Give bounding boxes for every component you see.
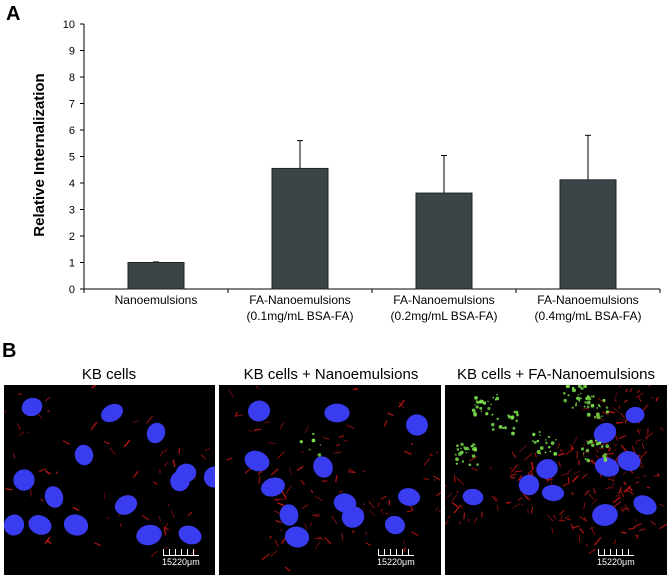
nucleus: [518, 474, 540, 496]
nanoemulsion-particles: [299, 432, 322, 457]
membrane-stain: [226, 385, 441, 572]
nucleus: [136, 524, 162, 546]
category-label: (0.2mg/mL BSA-FA): [391, 309, 498, 323]
category-label: FA-Nanoemulsions: [393, 293, 494, 307]
bar: [559, 179, 617, 290]
nucleus: [175, 463, 197, 483]
nucleus: [63, 514, 89, 536]
y-tick-label: 8: [69, 72, 75, 84]
y-tick-label: 2: [69, 231, 75, 243]
nucleus: [244, 450, 270, 472]
bars: [127, 134, 617, 290]
nucleus: [284, 526, 310, 548]
y-tick-label: 0: [69, 284, 75, 296]
nucleus: [633, 495, 657, 515]
nucleus: [536, 459, 558, 479]
nucleus: [4, 514, 25, 536]
micrograph-canvas: [4, 385, 215, 558]
nucleus: [101, 403, 123, 423]
nucleus: [13, 469, 35, 491]
bar: [415, 192, 473, 290]
bar: [271, 167, 329, 290]
nucleus: [178, 525, 202, 545]
nucleus: [406, 414, 428, 436]
category-label: FA-Nanoemulsions: [537, 293, 638, 307]
panel-letter-b: B: [2, 340, 17, 362]
y-tick-label: 6: [69, 125, 75, 137]
micrograph-canvas: [445, 385, 667, 554]
nucleus: [146, 422, 166, 444]
nuclei: [462, 406, 657, 526]
y-tick-label: 9: [69, 46, 75, 58]
category-label: Nanoemulsions: [115, 293, 198, 307]
image-title-kb-nanoemulsions: KB cells + Nanoemulsions: [243, 366, 419, 383]
nucleus: [594, 457, 620, 477]
nucleus: [44, 486, 64, 508]
nuclei: [4, 397, 215, 546]
category-label: (0.1mg/mL BSA-FA): [247, 309, 354, 323]
nucleus: [341, 506, 365, 528]
nucleus: [617, 450, 641, 472]
nucleus: [74, 444, 94, 466]
nucleus: [248, 400, 270, 422]
bar-chart: A 0 1 2 3 4 5 6 7 8 9 10 Nanoemulsions FA-Nanoemuls…: [6, 3, 661, 323]
micrograph-kb-cells: 15220μm: [4, 385, 215, 575]
nucleus: [324, 403, 350, 423]
y-tick-label: 4: [69, 178, 75, 190]
nucleus: [462, 488, 484, 506]
panel-letter-a: A: [6, 3, 20, 25]
nucleus: [384, 515, 406, 535]
y-axis: 0 1 2 3 4 5 6 7 8 9 10: [63, 19, 85, 296]
y-tick-label: 5: [69, 152, 75, 164]
nucleus: [203, 466, 215, 488]
y-axis-label: Relative Internalization: [31, 73, 48, 236]
scale-bar: 15220μm: [377, 549, 415, 567]
y-tick-label: 10: [63, 19, 75, 31]
nanoemulsion-particles: [454, 385, 610, 467]
nucleus: [593, 422, 617, 444]
nucleus: [279, 504, 299, 526]
image-title-kb-cells: KB cells: [81, 366, 137, 383]
micrograph-kb-fa-nanoemulsions: 15220μm: [445, 385, 667, 575]
nuclei: [244, 400, 428, 548]
nucleus: [313, 456, 333, 478]
nucleus: [541, 484, 565, 502]
nucleus: [21, 397, 43, 417]
image-title-kb-fa-nanoemulsions: KB cells + FA-Nanoemulsions: [456, 366, 655, 383]
micrograph-kb-nanoemulsions: 15220μm: [219, 385, 441, 575]
nucleus: [114, 495, 138, 515]
bar: [127, 262, 185, 290]
nucleus: [592, 504, 618, 526]
scale-bar: 15220μm: [597, 549, 635, 567]
category-label: (0.4mg/mL BSA-FA): [535, 309, 642, 323]
nucleus: [397, 488, 421, 506]
y-tick-label: 3: [69, 205, 75, 217]
scale-bar: 15220μm: [162, 549, 200, 567]
category-label: FA-Nanoemulsions: [249, 293, 350, 307]
y-tick-label: 7: [69, 99, 75, 111]
x-axis: Nanoemulsions FA-Nanoemulsions (0.1mg/mL B…: [83, 288, 661, 323]
nucleus: [28, 515, 52, 535]
nucleus: [625, 406, 645, 424]
nucleus: [261, 477, 285, 497]
micrograph-canvas: [226, 385, 441, 572]
y-tick-label: 1: [69, 258, 75, 270]
